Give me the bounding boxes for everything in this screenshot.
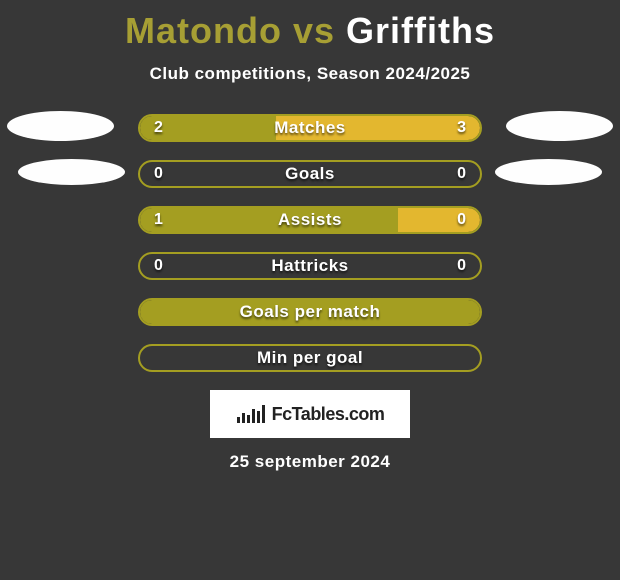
comparison-title: Matondo vs Griffiths — [0, 10, 620, 52]
stat-label: Hattricks — [140, 256, 480, 276]
vs-text: vs — [293, 10, 335, 51]
player1-name: Matondo — [125, 10, 282, 51]
player2-name: Griffiths — [346, 10, 495, 51]
stat-label: Min per goal — [140, 348, 480, 368]
stat-label: Goals per match — [140, 302, 480, 322]
stat-row: Goals per match — [138, 298, 482, 326]
player1-avatar-2 — [18, 159, 125, 185]
stat-label: Assists — [140, 210, 480, 230]
stat-row: 23Matches — [138, 114, 482, 142]
stat-row: 10Assists — [138, 206, 482, 234]
stats-section: 23Matches 00Goals 10Assists 00Hattricks Goal… — [0, 114, 620, 372]
stat-label: Goals — [140, 164, 480, 184]
date: 25 september 2024 — [0, 452, 620, 472]
stat-row: 00Hattricks — [138, 252, 482, 280]
logo-chart-icon — [236, 405, 266, 423]
player2-avatar-1 — [506, 111, 613, 141]
stat-row: Min per goal — [138, 344, 482, 372]
fctables-logo: FcTables.com — [210, 390, 410, 438]
stat-label: Matches — [140, 118, 480, 138]
stat-row: 00Goals — [138, 160, 482, 188]
player2-avatar-2 — [495, 159, 602, 185]
player1-avatar-1 — [7, 111, 114, 141]
logo-text: FcTables.com — [272, 404, 385, 425]
subtitle: Club competitions, Season 2024/2025 — [0, 64, 620, 84]
